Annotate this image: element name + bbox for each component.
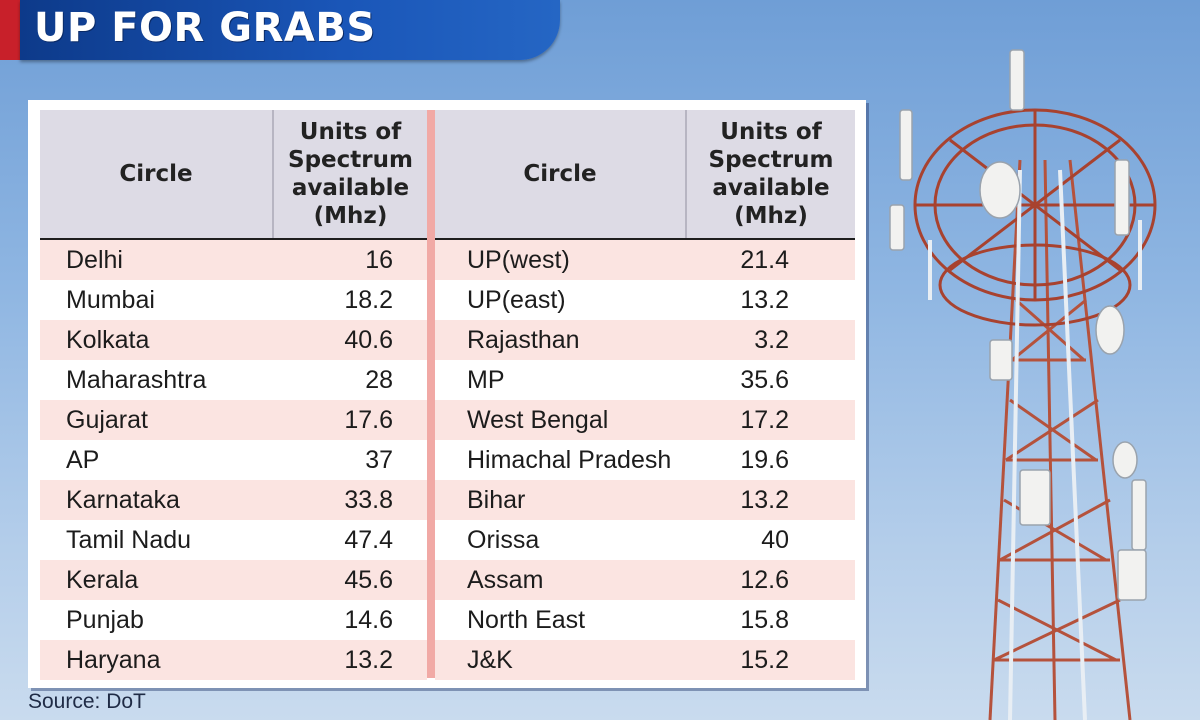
spectrum-value: 35.6 (740, 365, 789, 394)
spectrum-value: 17.2 (740, 405, 789, 434)
table-header: Circle Units of Spectrum available (Mhz) (435, 110, 855, 240)
circle-name: Bihar (467, 485, 526, 514)
banner-bar (20, 0, 560, 60)
circle-name: Orissa (467, 525, 540, 554)
telecom-tower-icon (889, 49, 1157, 720)
circle-name: Gujarat (66, 405, 148, 434)
spectrum-value: 13.2 (740, 285, 789, 314)
spectrum-value: 3.2 (754, 325, 789, 354)
table-header: Circle Units of Spectrum available (Mhz) (40, 110, 427, 240)
circle-name: J&K (467, 645, 513, 674)
circle-name: Kerala (66, 565, 139, 594)
spectrum-table: Circle Units of Spectrum available (Mhz)… (28, 100, 866, 688)
table-row: Himachal Pradesh 19.6 (435, 440, 855, 480)
circle-name: AP (66, 445, 100, 474)
table-row: Bihar 13.2 (435, 480, 855, 520)
circle-name: Delhi (66, 245, 123, 274)
spectrum-value: 33.8 (344, 485, 393, 514)
table-row: Assam 12.6 (435, 560, 855, 600)
table-row: J&K 15.2 (435, 640, 855, 680)
spectrum-value: 17.6 (344, 405, 393, 434)
spectrum-value: 45.6 (344, 565, 393, 594)
table-row: Karnataka 33.8 (40, 480, 427, 520)
table-row: AP 37 (40, 440, 427, 480)
spectrum-value: 18.2 (344, 285, 393, 314)
spectrum-value: 37 (365, 445, 393, 474)
spectrum-value: 40.6 (344, 325, 393, 354)
circle-name: Punjab (66, 605, 144, 634)
circle-name: MP (467, 365, 505, 394)
circle-name: Haryana (66, 645, 161, 674)
spectrum-value: 13.2 (344, 645, 393, 674)
spectrum-value: 21.4 (740, 245, 789, 274)
table-row: UP(east) 13.2 (435, 280, 855, 320)
spectrum-value: 13.2 (740, 485, 789, 514)
spectrum-value: 15.8 (740, 605, 789, 634)
circle-name: Mumbai (66, 285, 155, 314)
circle-name: Rajasthan (467, 325, 580, 354)
table-row: Kolkata 40.6 (40, 320, 427, 360)
table-row: MP 35.6 (435, 360, 855, 400)
table-row: Rajasthan 3.2 (435, 320, 855, 360)
table-row: West Bengal 17.2 (435, 400, 855, 440)
header-circle: Circle (435, 110, 687, 238)
page-title: UP FOR GRABS (34, 5, 376, 51)
spectrum-value: 14.6 (344, 605, 393, 634)
table-body: Delhi 16 Mumbai 18.2 Kolkata 40.6 Maharashtra 2… (40, 240, 427, 680)
table-row: Tamil Nadu 47.4 (40, 520, 427, 560)
table-row: Orissa 40 (435, 520, 855, 560)
table-row: North East 15.8 (435, 600, 855, 640)
circle-name: UP(west) (467, 245, 570, 274)
circle-name: North East (467, 605, 586, 634)
circle-name: Maharashtra (66, 365, 207, 394)
spectrum-value: 40 (761, 525, 789, 554)
table-row: Delhi 16 (40, 240, 427, 280)
circle-name: Assam (467, 565, 544, 594)
circle-name: West Bengal (467, 405, 609, 434)
table-row: UP(west) 21.4 (435, 240, 855, 280)
table-row: Kerala 45.6 (40, 560, 427, 600)
table-row: Punjab 14.6 (40, 600, 427, 640)
table-body: UP(west) 21.4 UP(east) 13.2 Rajasthan 3.2 MP 35… (435, 240, 855, 680)
spectrum-value: 19.6 (740, 445, 789, 474)
spectrum-value: 12.6 (740, 565, 789, 594)
circle-name: Tamil Nadu (66, 525, 192, 554)
banner-accent (0, 0, 20, 60)
column-divider (427, 110, 435, 678)
circle-name: UP(east) (467, 285, 566, 314)
header-units: Units of Spectrum available (Mhz) (288, 119, 413, 229)
spectrum-value: 28 (365, 365, 393, 394)
source-note: Source: DoT (28, 690, 146, 713)
table-row: Mumbai 18.2 (40, 280, 427, 320)
header-circle: Circle (40, 110, 274, 238)
circle-name: Kolkata (66, 325, 150, 354)
spectrum-value: 47.4 (344, 525, 393, 554)
table-left: Circle Units of Spectrum available (Mhz)… (40, 110, 427, 680)
table-right: Circle Units of Spectrum available (Mhz)… (435, 110, 855, 680)
title-banner: UP FOR GRABS (0, 0, 560, 60)
circle-name: Karnataka (66, 485, 180, 514)
table-row: Maharashtra 28 (40, 360, 427, 400)
header-units: Units of Spectrum available (Mhz) (708, 119, 834, 229)
spectrum-value: 15.2 (740, 645, 789, 674)
spectrum-value: 16 (365, 245, 393, 274)
table-row: Gujarat 17.6 (40, 400, 427, 440)
circle-name: Himachal Pradesh (467, 445, 672, 474)
table-row: Haryana 13.2 (40, 640, 427, 680)
